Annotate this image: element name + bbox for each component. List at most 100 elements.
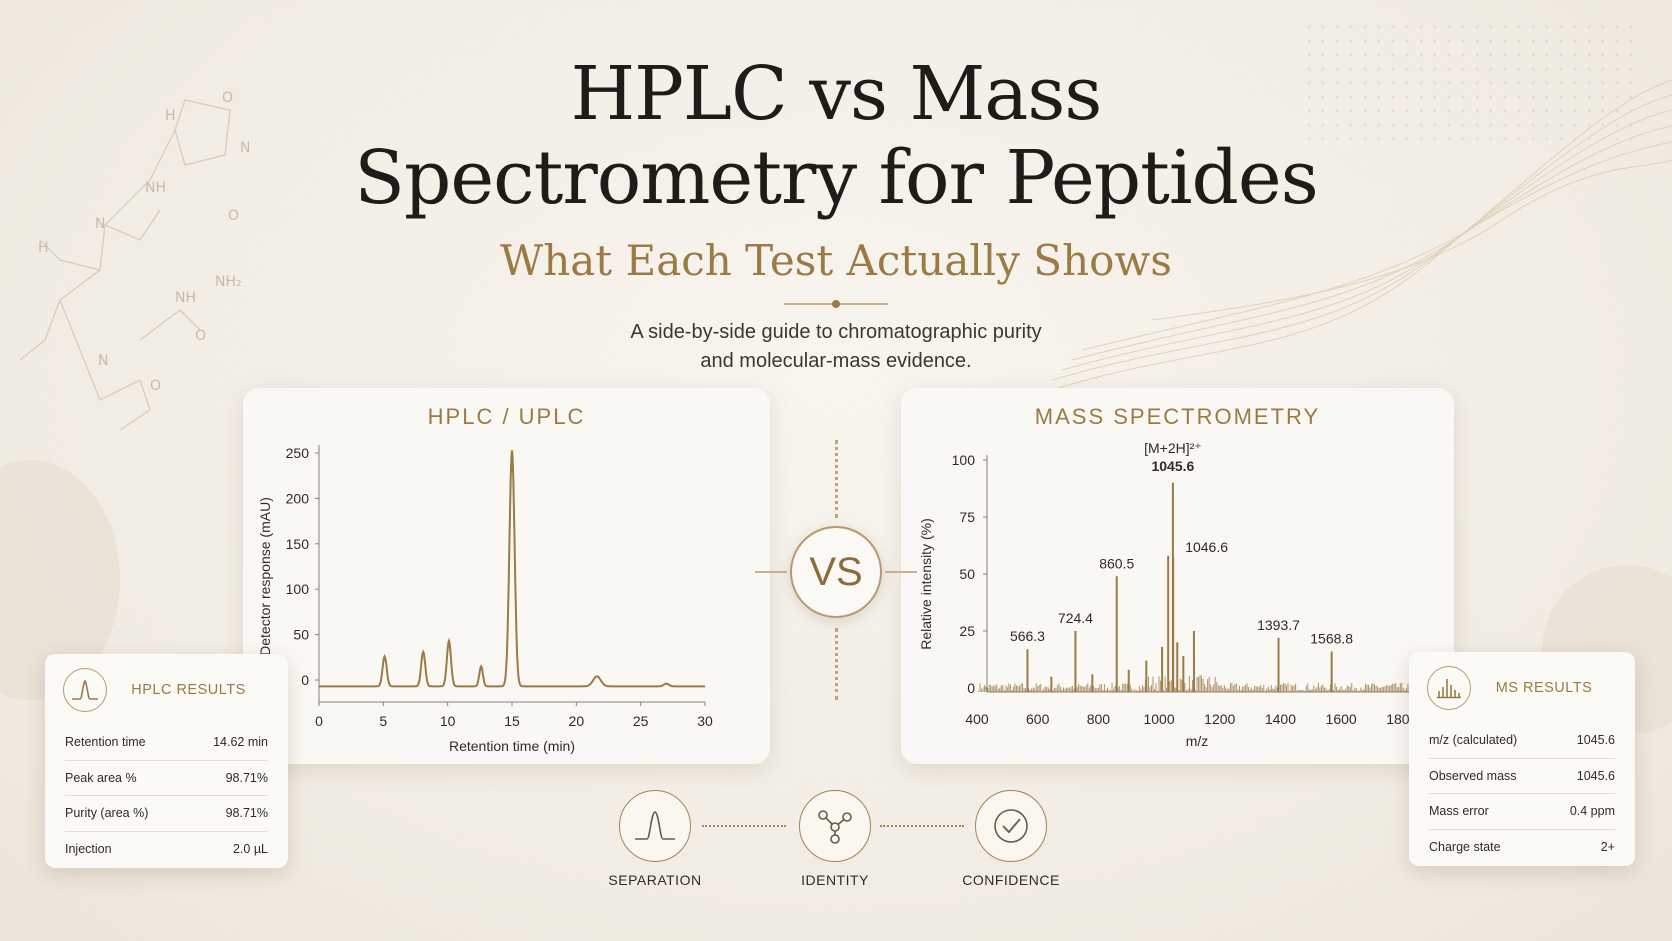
x-tick-label: 20 [569, 713, 585, 729]
peak-label: 1568.8 [1310, 631, 1353, 647]
x-tick-label: 0 [315, 713, 323, 729]
peak-label: 1046.6 [1185, 539, 1228, 555]
peak-label: 566.3 [1010, 628, 1045, 644]
result-label: Purity (area %) [65, 806, 149, 821]
y-tick-label: 250 [286, 445, 310, 461]
molecule-icon [799, 790, 871, 862]
title-line-1: HPLC vs Mass [570, 51, 1103, 137]
result-row: Mass error 0.4 ppm [1429, 793, 1615, 829]
process-steps: SEPARATION IDENTITY CONFIDENCE [590, 790, 1080, 900]
result-row: Injection 2.0 µL [65, 830, 268, 867]
vs-dotted-top [835, 440, 838, 518]
ms-results-title: MS RESULTS [1495, 680, 1593, 696]
title-line-2: Spectrometry for Peptides [354, 135, 1318, 221]
ms-results-rows: m/z (calculated) 1045.6 Observed mass 1045… [1429, 722, 1615, 864]
hplc-chart: 0 50 100 150 200 250 0 5 10 15 20 25 30 Retention tim… [257, 445, 713, 754]
y-axis-title: Detector response (mAU) [257, 497, 273, 656]
hplc-results-header: HPLC RESULTS [63, 668, 270, 712]
x-tick-label: 1000 [1143, 711, 1174, 727]
result-value: 2.0 µL [232, 841, 268, 856]
hplc-panel: HPLC / UPLC 0 50 100 150 200 250 0 5 10 15 20 25 30 R… [243, 388, 770, 764]
vs-badge: VS [790, 526, 882, 618]
y-tick-label: 0 [967, 680, 975, 696]
result-value: 1045.6 [1576, 768, 1615, 783]
y-tick-label: 100 [286, 581, 310, 597]
y-tick-label: 200 [286, 490, 310, 506]
result-row: Peak area % 98.71% [65, 759, 268, 796]
result-label: Retention time [65, 734, 146, 749]
hplc-results-card: HPLC RESULTS Retention time 14.62 min Pea… [45, 654, 288, 868]
step-connector [702, 825, 786, 827]
result-label: Charge state [1429, 839, 1501, 854]
x-tick-label: 1400 [1265, 711, 1296, 727]
peak-icon [63, 668, 107, 712]
result-label: Mass error [1429, 804, 1489, 819]
result-value: 98.71% [225, 770, 268, 785]
x-axis-title: Retention time (min) [449, 738, 575, 754]
lead-text: A side-by-side guide to chromatographic … [0, 318, 1672, 376]
result-row: Observed mass 1045.6 [1429, 757, 1615, 794]
x-tick-label: 1200 [1204, 711, 1235, 727]
result-row: Charge state 2+ [1429, 828, 1615, 865]
peak-label: 1045.6 [1151, 458, 1194, 474]
result-row: Purity (area %) 98.71% [65, 795, 268, 831]
y-tick-label: 25 [959, 623, 975, 639]
hplc-panel-title: HPLC / UPLC [427, 404, 586, 429]
ms-results-header: MS RESULTS [1427, 666, 1617, 710]
peak-label: 1393.7 [1257, 617, 1300, 633]
chromatogram-trace [319, 450, 705, 688]
subtitle: What Each Test Actually Shows [500, 236, 1172, 285]
result-value: 98.71% [225, 806, 268, 821]
y-tick-label: 100 [952, 452, 976, 468]
vs-connector-right [885, 571, 917, 573]
result-value: 2+ [1600, 839, 1615, 854]
lead-line-2: and molecular-mass evidence. [700, 350, 972, 372]
peak-label: 724.4 [1058, 610, 1093, 626]
x-tick-label: 15 [504, 713, 520, 729]
vs-connector-left [755, 571, 787, 573]
step-label: SEPARATION [608, 872, 702, 888]
checkmark-icon [975, 790, 1047, 862]
result-row: m/z (calculated) 1045.6 [1429, 722, 1615, 758]
step-connector [880, 825, 964, 827]
y-axis-title: Relative intensity (%) [918, 518, 934, 650]
x-tick-label: 1600 [1326, 711, 1357, 727]
peak-annotation: [M+2H]²⁺ [1144, 440, 1202, 456]
x-tick-label: 400 [965, 711, 989, 727]
result-value: 1045.6 [1576, 732, 1615, 747]
ms-panel: MASS SPECTROMETRY 0 25 50 75 100 400 600 800 100… [901, 388, 1454, 764]
result-label: Peak area % [65, 770, 137, 785]
result-label: Injection [65, 841, 112, 856]
peak-icon [619, 790, 691, 862]
step-identity: IDENTITY [770, 790, 900, 888]
result-value: 14.62 min [213, 734, 268, 749]
result-row: Retention time 14.62 min [65, 724, 268, 760]
hplc-results-rows: Retention time 14.62 min Peak area % 98.71… [65, 724, 268, 866]
lead-line-1: A side-by-side guide to chromatographic … [630, 321, 1042, 343]
step-label: CONFIDENCE [962, 872, 1060, 888]
step-label: IDENTITY [801, 872, 869, 888]
hplc-results-title: HPLC RESULTS [131, 682, 246, 698]
divider [784, 300, 888, 308]
x-axis-title: m/z [1186, 733, 1209, 749]
step-separation: SEPARATION [590, 790, 720, 888]
y-tick-label: 50 [293, 627, 309, 643]
x-tick-label: 25 [633, 713, 649, 729]
peak-label: 860.5 [1099, 555, 1134, 571]
y-tick-label: 50 [959, 566, 975, 582]
y-tick-label: 150 [286, 536, 310, 552]
result-value: 0.4 ppm [1569, 804, 1615, 819]
spectrum-icon [1427, 666, 1471, 710]
svg-text:O: O [150, 378, 161, 394]
y-tick-label: 0 [301, 672, 309, 688]
x-tick-label: 800 [1087, 711, 1111, 727]
step-confidence: CONFIDENCE [946, 790, 1076, 888]
svg-text:NH: NH [175, 290, 196, 306]
ms-panel-title: MASS SPECTROMETRY [1034, 404, 1321, 429]
result-label: Observed mass [1429, 768, 1517, 783]
x-tick-label: 5 [379, 713, 387, 729]
result-label: m/z (calculated) [1429, 732, 1518, 747]
x-tick-label: 10 [440, 713, 456, 729]
y-tick-label: 75 [959, 509, 975, 525]
